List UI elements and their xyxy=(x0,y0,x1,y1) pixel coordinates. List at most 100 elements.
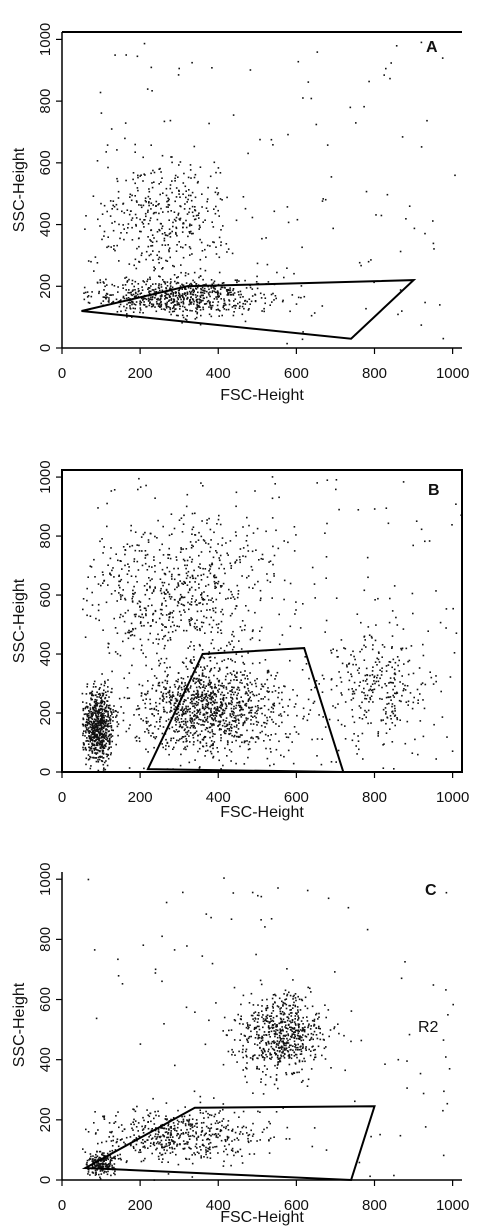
data-point xyxy=(338,1032,340,1035)
data-point xyxy=(207,292,210,294)
data-point xyxy=(276,1005,279,1007)
data-point xyxy=(435,675,437,677)
data-point xyxy=(178,164,180,166)
data-point xyxy=(145,656,147,658)
data-point xyxy=(207,210,209,212)
data-point xyxy=(183,297,185,299)
data-point xyxy=(429,671,431,673)
data-point xyxy=(374,661,377,663)
data-point xyxy=(358,672,360,674)
data-point xyxy=(213,741,216,743)
data-point xyxy=(165,688,167,690)
data-point xyxy=(394,710,396,712)
data-point xyxy=(192,736,195,739)
data-point xyxy=(233,725,236,728)
data-point xyxy=(111,283,113,286)
data-point xyxy=(195,310,197,313)
data-point xyxy=(150,735,152,737)
data-point xyxy=(102,714,105,716)
data-point xyxy=(389,715,392,717)
data-point xyxy=(236,724,238,726)
data-point xyxy=(220,620,223,623)
data-point xyxy=(261,553,264,556)
data-point xyxy=(137,290,140,293)
data-point xyxy=(131,294,133,297)
data-point xyxy=(178,685,181,687)
data-point xyxy=(184,1124,187,1127)
data-point xyxy=(211,283,213,286)
data-point xyxy=(148,725,151,727)
data-point xyxy=(215,586,217,589)
data-point xyxy=(297,1009,299,1011)
data-point xyxy=(106,704,108,706)
data-point xyxy=(188,194,190,197)
data-point xyxy=(163,308,165,310)
data-point xyxy=(207,543,210,545)
data-point xyxy=(176,276,178,279)
data-point xyxy=(205,542,207,544)
data-point xyxy=(290,1048,292,1051)
data-point xyxy=(155,689,158,692)
data-point xyxy=(200,574,202,577)
data-point xyxy=(321,738,323,740)
data-point xyxy=(220,702,223,704)
data-point xyxy=(341,694,343,696)
data-point xyxy=(394,673,397,676)
data-point xyxy=(160,171,162,173)
data-point xyxy=(191,205,194,208)
data-point xyxy=(252,693,254,696)
x-tick-label: 800 xyxy=(362,789,387,806)
data-point xyxy=(287,749,290,752)
data-point xyxy=(372,666,374,668)
data-point xyxy=(337,703,339,705)
data-point xyxy=(153,211,156,214)
data-point xyxy=(330,649,332,652)
data-point xyxy=(175,187,178,189)
data-point xyxy=(233,679,235,681)
data-point xyxy=(205,699,208,701)
data-point xyxy=(288,1046,290,1048)
data-point xyxy=(217,518,220,521)
data-point xyxy=(162,624,164,626)
data-point xyxy=(136,201,138,203)
data-point xyxy=(271,497,274,500)
data-point xyxy=(233,705,235,708)
data-point xyxy=(189,624,192,627)
data-point xyxy=(219,728,221,730)
data-point xyxy=(112,204,114,207)
data-point xyxy=(214,582,216,585)
data-point xyxy=(111,1145,114,1147)
data-point xyxy=(174,697,177,700)
data-point xyxy=(161,638,164,640)
data-point xyxy=(176,244,178,246)
data-point xyxy=(170,739,172,742)
data-point xyxy=(272,1010,275,1012)
data-point xyxy=(211,563,213,566)
data-point xyxy=(138,683,141,686)
data-point xyxy=(174,295,177,297)
data-point xyxy=(271,597,273,599)
data-point xyxy=(115,710,117,713)
data-point xyxy=(133,634,136,637)
data-point xyxy=(102,734,105,736)
data-point xyxy=(128,570,130,572)
data-point xyxy=(154,297,156,299)
data-point xyxy=(305,1046,307,1048)
data-point xyxy=(254,741,257,743)
data-point xyxy=(200,300,203,302)
data-point xyxy=(174,731,176,733)
data-point xyxy=(198,212,200,214)
data-point xyxy=(178,303,181,306)
data-point xyxy=(235,676,238,678)
data-point xyxy=(192,656,195,658)
data-point xyxy=(230,703,233,706)
data-point xyxy=(362,679,365,682)
data-point xyxy=(166,682,168,685)
data-point xyxy=(209,726,212,728)
data-point xyxy=(177,294,180,297)
data-point xyxy=(190,698,192,701)
data-point xyxy=(204,668,206,670)
data-point xyxy=(208,681,211,683)
data-point xyxy=(313,312,316,314)
data-point xyxy=(148,565,150,568)
